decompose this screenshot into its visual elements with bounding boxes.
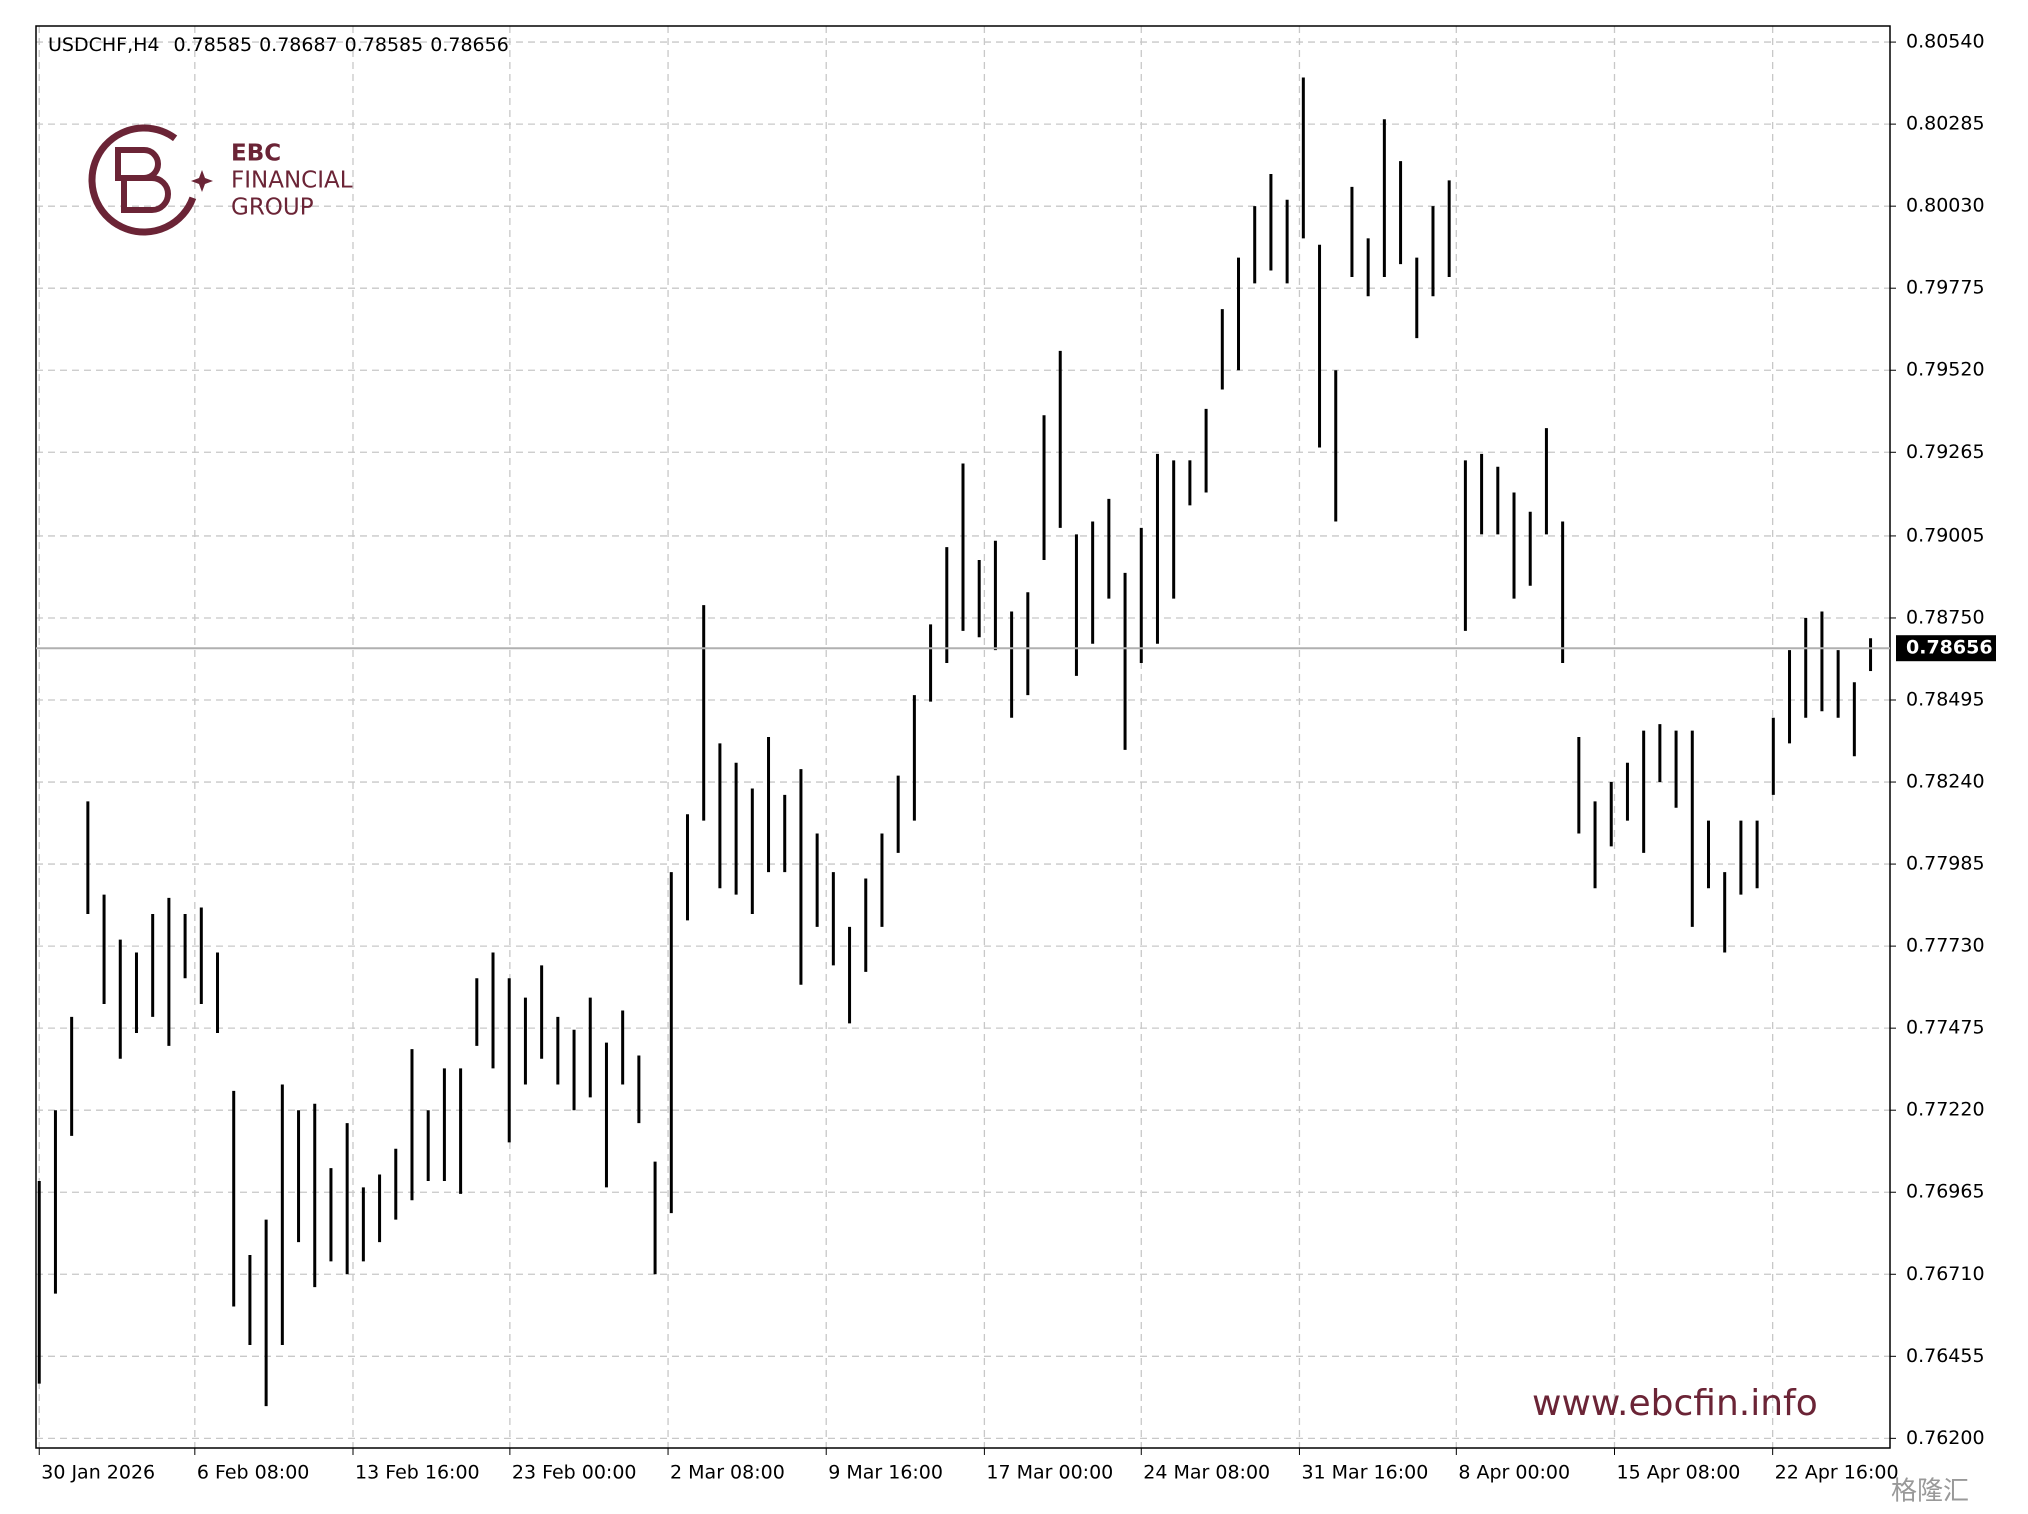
- header-value: 0.78687: [259, 34, 338, 56]
- last-price-label: 0.78656: [1906, 637, 1993, 659]
- logo-text: FINANCIAL: [231, 168, 353, 194]
- x-tick-label: 22 Apr 16:00: [1775, 1462, 1899, 1484]
- y-tick-label: 0.80285: [1906, 113, 1985, 135]
- y-tick-label: 0.76455: [1906, 1345, 1985, 1367]
- y-tick-label: 0.79520: [1906, 359, 1985, 381]
- x-tick-label: 6 Feb 08:00: [197, 1462, 310, 1484]
- y-tick-label: 0.78240: [1906, 771, 1985, 793]
- y-tick-label: 0.79775: [1906, 277, 1985, 299]
- x-tick-label: 8 Apr 00:00: [1458, 1462, 1570, 1484]
- x-tick-label: 31 Mar 16:00: [1301, 1462, 1428, 1484]
- x-tick-label: 9 Mar 16:00: [828, 1462, 943, 1484]
- plot-frame: [35, 25, 1891, 1449]
- y-tick-label: 0.77475: [1906, 1017, 1985, 1039]
- x-tick-label: 24 Mar 08:00: [1143, 1462, 1270, 1484]
- y-tick-label: 0.76710: [1906, 1263, 1985, 1285]
- corner-watermark: 格隆汇: [1891, 1477, 1969, 1507]
- y-tick-label: 0.77730: [1906, 935, 1985, 957]
- x-tick-label: 17 Mar 00:00: [986, 1462, 1113, 1484]
- y-tick-label: 0.77220: [1906, 1099, 1985, 1121]
- logo-text: EBC: [231, 141, 281, 167]
- x-tick-label: 15 Apr 08:00: [1616, 1462, 1740, 1484]
- y-tick-label: 0.76965: [1906, 1181, 1985, 1203]
- y-tick-label: 0.78495: [1906, 689, 1985, 711]
- last-price-box: [1896, 635, 1996, 662]
- symbol: USDCHF,H4: [48, 34, 160, 56]
- y-tick-label: 0.76200: [1906, 1427, 1985, 1449]
- x-tick-label: 23 Feb 00:00: [512, 1462, 637, 1484]
- header-value: 0.78656: [430, 34, 509, 56]
- y-tick-label: 0.79265: [1906, 441, 1985, 463]
- logo: EBC FINANCIAL GROUP: [88, 124, 353, 236]
- header-value: 0.78585: [345, 34, 424, 56]
- y-tick-label: 0.77985: [1906, 853, 1985, 875]
- x-tick-label: 30 Jan 2026: [41, 1462, 155, 1484]
- y-tick-label: 0.80030: [1906, 195, 1985, 217]
- chart-header: USDCHF,H4 0.78585 0.78687 0.78585 0.78656: [48, 34, 509, 56]
- y-tick-label: 0.78750: [1906, 606, 1985, 628]
- website-watermark: www.ebcfin.info: [1532, 1383, 1818, 1424]
- y-tick-label: 0.79005: [1906, 524, 1985, 546]
- y-tick-label: 0.80540: [1906, 31, 1985, 53]
- x-tick-label: 13 Feb 16:00: [355, 1462, 480, 1484]
- logo-text: GROUP: [231, 195, 314, 221]
- header-value: 0.78585: [174, 34, 253, 56]
- x-tick-label: 2 Mar 08:00: [670, 1462, 785, 1484]
